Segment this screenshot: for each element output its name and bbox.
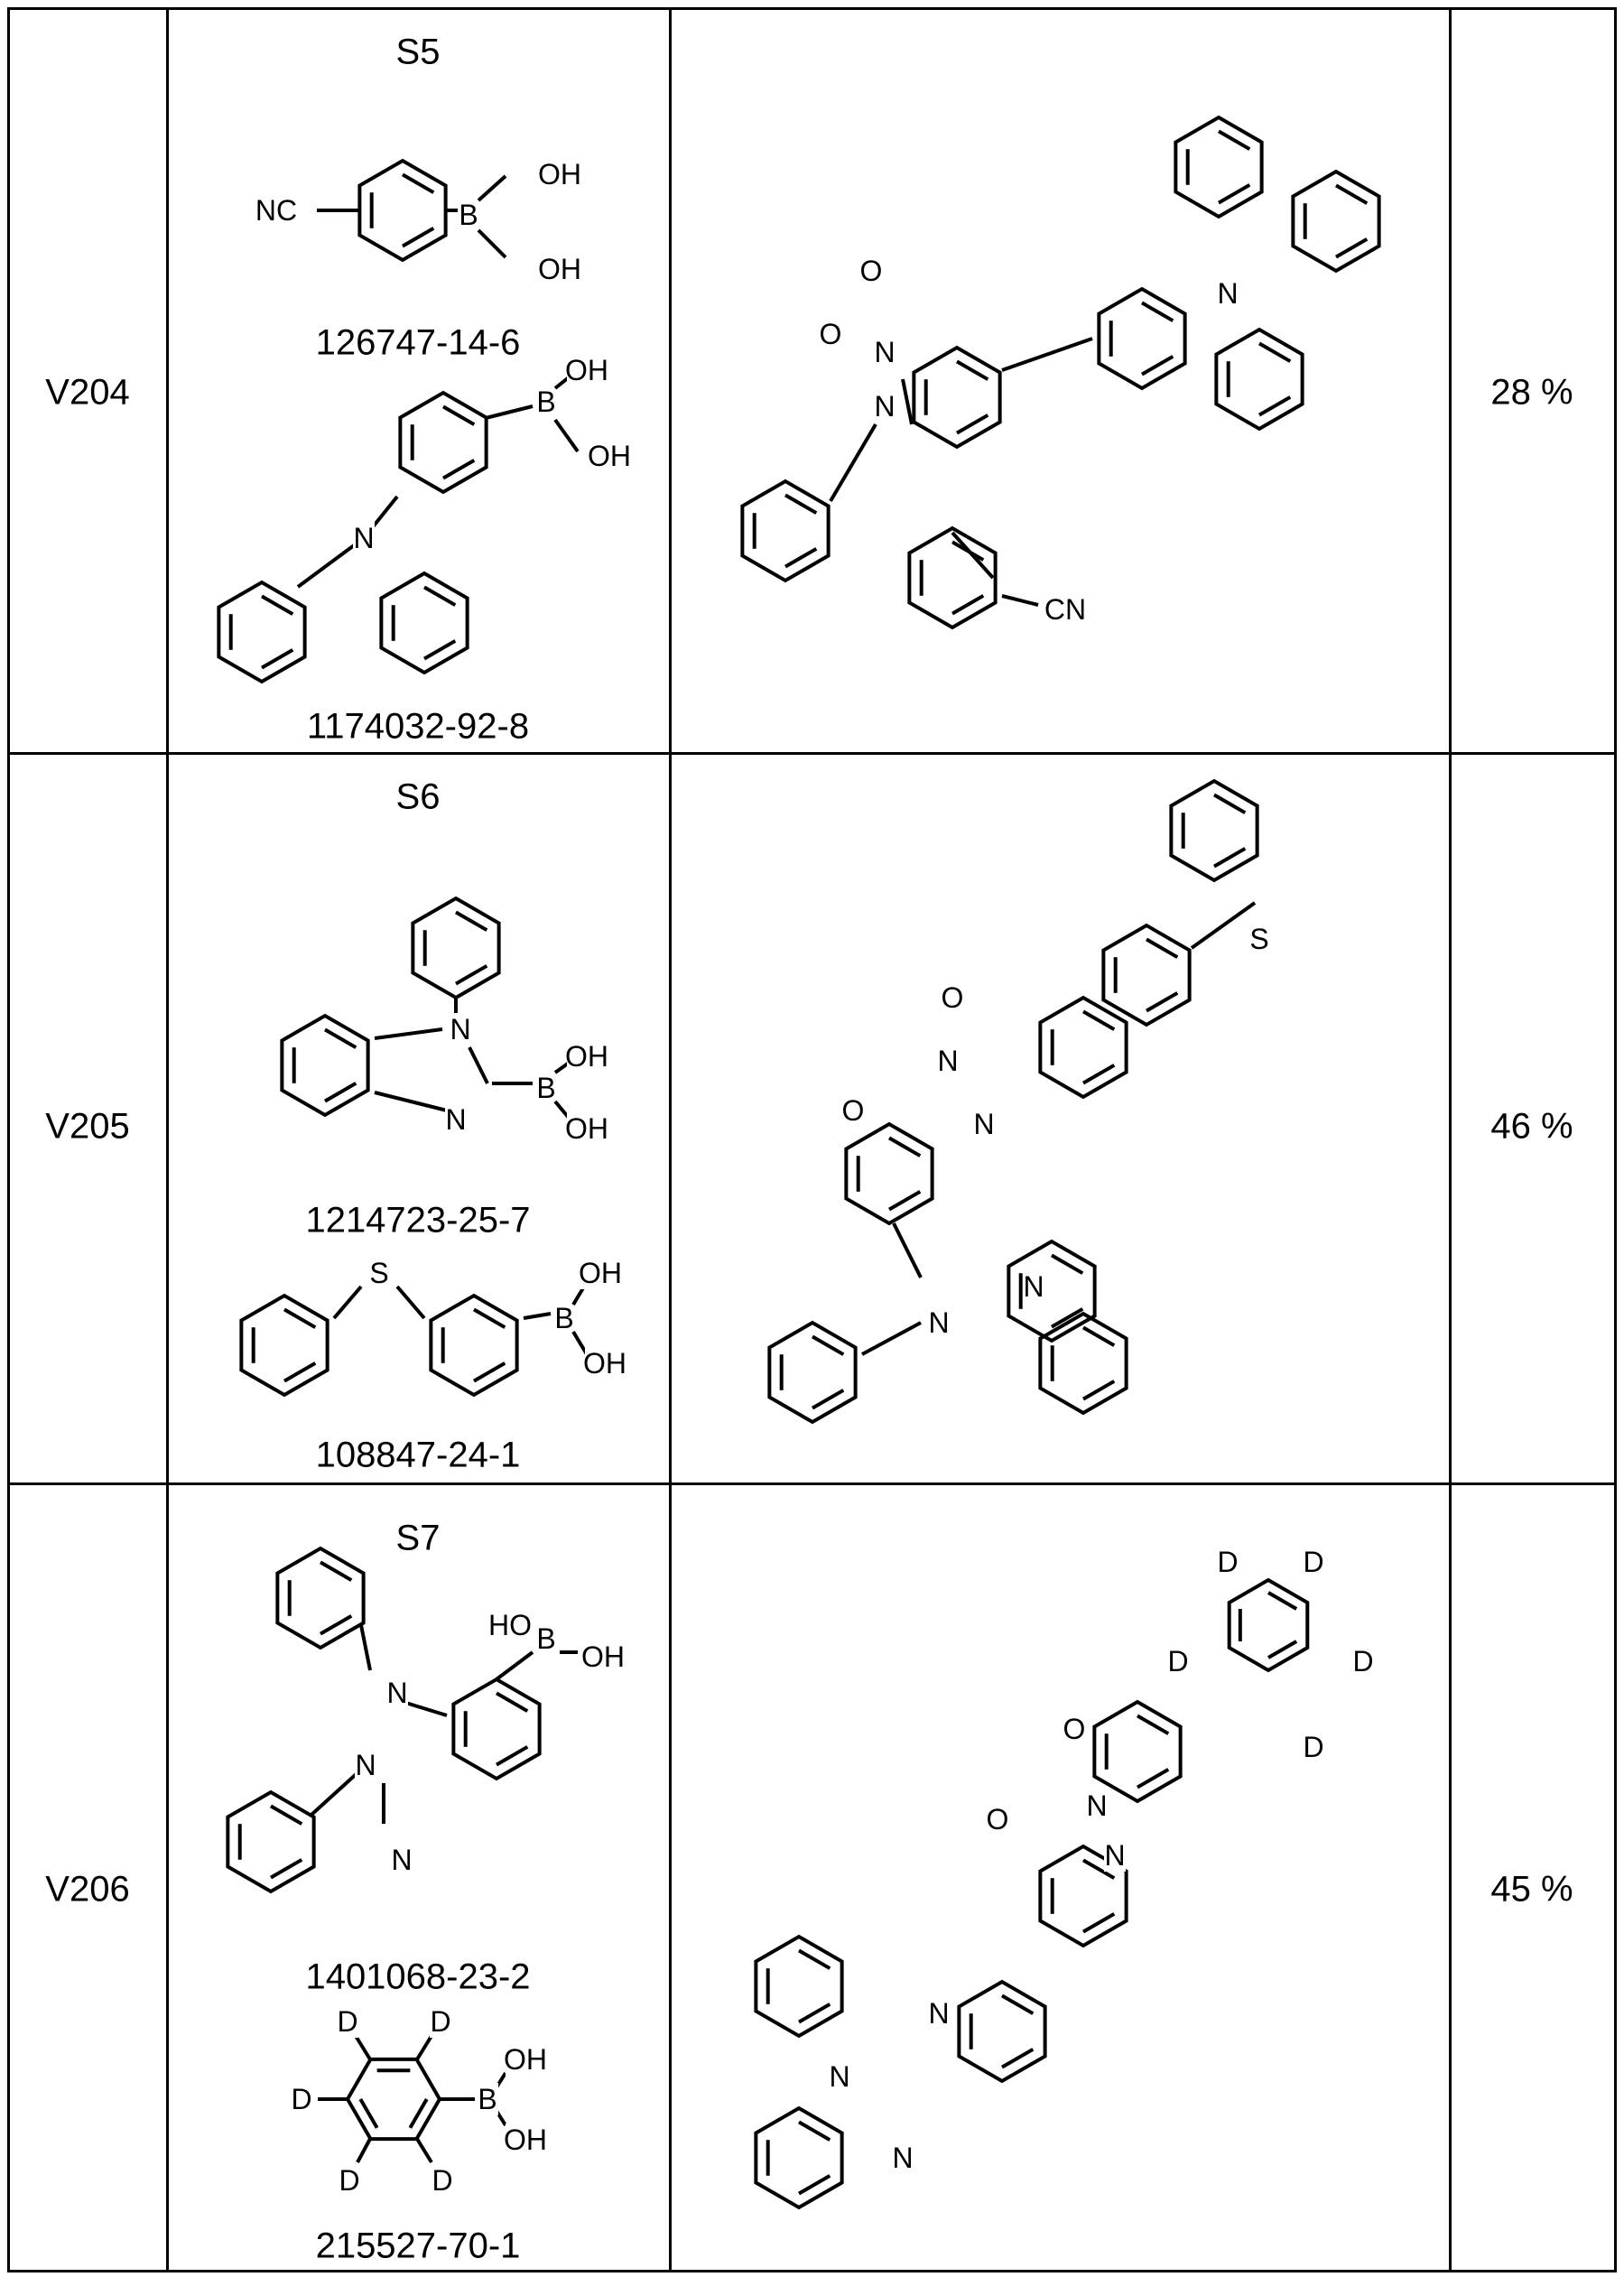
- bond: [1002, 339, 1092, 370]
- atom-label: OH: [565, 354, 608, 386]
- bond: [357, 2139, 370, 2162]
- atom-label: N: [829, 2060, 849, 2093]
- chemical-structures: NCBOHOHBOHOHNOONNNCNNNBOHOHSBOHOHSOONNNN…: [0, 0, 1624, 2277]
- atom-label: B: [459, 199, 478, 231]
- atom-label: N: [1086, 1789, 1107, 1822]
- atom-label: N: [928, 1997, 949, 2030]
- atom-label: O: [987, 1803, 1009, 1836]
- bond: [831, 424, 876, 501]
- atom-label: N: [353, 522, 374, 554]
- atom-label: D: [1217, 1546, 1238, 1578]
- atom-label: OH: [565, 1112, 608, 1145]
- bond: [334, 1287, 361, 1318]
- bond: [1002, 596, 1038, 605]
- atom-label: B: [536, 1622, 555, 1655]
- atom-label: D: [291, 2083, 311, 2115]
- atom-label: N: [1104, 1839, 1125, 1872]
- atom-label: N: [386, 1677, 407, 1709]
- atom-label: S: [369, 1257, 388, 1289]
- atom-label: OH: [538, 253, 581, 285]
- atom-label: B: [554, 1302, 573, 1334]
- atom-label: N: [973, 1108, 994, 1140]
- atom-label: O: [842, 1094, 865, 1127]
- atom-label: B: [536, 1072, 555, 1104]
- atom-label: NC: [255, 194, 297, 227]
- atom-label: O: [820, 318, 842, 350]
- atom-label: O: [860, 255, 883, 287]
- atom-label: OH: [538, 158, 581, 191]
- atom-label: OH: [504, 2043, 547, 2076]
- bond: [397, 1287, 424, 1318]
- bond: [469, 1047, 487, 1083]
- atom-label: B: [478, 2083, 496, 2115]
- atom-label: OH: [588, 440, 631, 472]
- bond: [862, 1323, 921, 1354]
- atom-label: N: [1023, 1270, 1044, 1303]
- bond: [496, 1652, 533, 1679]
- bond: [478, 230, 506, 257]
- bond: [903, 379, 912, 424]
- bond: [375, 1092, 447, 1111]
- atom-label: N: [874, 390, 895, 423]
- atom-label: N: [892, 2142, 913, 2174]
- atom-label: OH: [565, 1040, 608, 1073]
- atom-label: B: [536, 386, 555, 418]
- bond: [361, 1625, 370, 1670]
- atom-label: N: [928, 1306, 949, 1339]
- atom-label: D: [1303, 1731, 1323, 1763]
- bond: [524, 1314, 551, 1318]
- bond: [894, 1223, 921, 1278]
- atom-label: D: [432, 2164, 452, 2197]
- atom-label: OH: [583, 1347, 626, 1380]
- atom-label: O: [1063, 1713, 1086, 1745]
- atom-label: N: [1217, 277, 1238, 310]
- atom-label: N: [874, 336, 895, 368]
- bond: [555, 420, 578, 451]
- bond: [417, 2139, 432, 2162]
- atom-label: D: [1167, 1645, 1188, 1678]
- atom-label: D: [339, 2164, 359, 2197]
- bond: [486, 406, 533, 418]
- atom-label: OH: [504, 2124, 547, 2156]
- bond: [375, 1029, 442, 1038]
- atom-label: OH: [579, 1257, 622, 1289]
- atom-label: N: [391, 1844, 412, 1876]
- atom-label: N: [450, 1013, 470, 1046]
- atom-label: OH: [581, 1640, 625, 1673]
- atom-label: D: [1352, 1645, 1373, 1678]
- atom-label: CN: [1044, 593, 1086, 626]
- atom-label: N: [355, 1749, 376, 1781]
- bond: [356, 2036, 370, 2059]
- bond: [417, 2036, 432, 2059]
- atom-label: O: [942, 981, 964, 1014]
- atom-label: D: [337, 2005, 357, 2038]
- bond: [311, 1770, 361, 1815]
- bond: [1192, 903, 1255, 948]
- atom-label: N: [445, 1103, 466, 1136]
- atom-label: HO: [488, 1609, 532, 1641]
- atom-label: S: [1249, 923, 1268, 955]
- bond: [478, 176, 506, 200]
- atom-label: D: [430, 2005, 450, 2038]
- atom-label: D: [1303, 1546, 1323, 1578]
- atom-label: N: [937, 1045, 958, 1077]
